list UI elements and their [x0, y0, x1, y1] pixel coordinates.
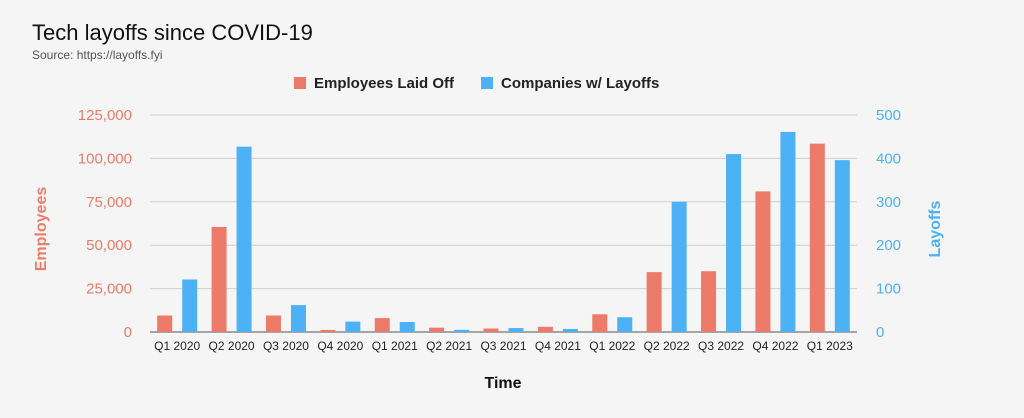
bar-companies-with-layoffs[interactable] [834, 160, 850, 332]
legend-swatch-companies [481, 77, 493, 89]
bar-employees-laid-off[interactable] [374, 318, 390, 332]
bar-employees-laid-off[interactable] [157, 315, 173, 332]
bar-companies-with-layoffs[interactable] [454, 329, 470, 332]
y-right-tick-label: 0 [876, 324, 884, 341]
y-right-tick-label: 200 [876, 237, 901, 254]
y-left-tick-label: 50,000 [86, 237, 132, 254]
bar-employees-laid-off[interactable] [265, 315, 281, 332]
bar-employees-laid-off[interactable] [646, 272, 662, 332]
legend-swatch-employees [294, 77, 306, 89]
x-axis-title: Time [484, 375, 521, 392]
bar-employees-laid-off[interactable] [592, 314, 608, 332]
x-tick-label: Q4 2021 [535, 339, 581, 353]
y-right-tick-label: 100 [876, 281, 901, 298]
bar-companies-with-layoffs[interactable] [508, 328, 524, 332]
legend-label-employees: Employees Laid Off [314, 75, 455, 92]
x-axis-ticks: Q1 2020 Q2 2020 Q3 2020 Q4 2020 Q1 2021 Q2 20… [154, 339, 853, 353]
legend: Employees Laid Off Companies w/ Layoffs [294, 75, 659, 92]
bar-companies-with-layoffs[interactable] [290, 305, 306, 332]
y-right-tick-label: 300 [876, 194, 901, 211]
bar-companies-with-layoffs[interactable] [726, 154, 742, 332]
x-tick-label: Q1 2021 [372, 339, 418, 353]
x-tick-label: Q1 2023 [807, 339, 853, 353]
y-left-tick-label: 125,000 [78, 107, 132, 124]
bar-companies-with-layoffs[interactable] [562, 328, 578, 332]
x-tick-label: Q4 2022 [752, 339, 798, 353]
bar-companies-with-layoffs[interactable] [671, 201, 687, 332]
chart-title: Tech layoffs since COVID-19 [32, 20, 313, 45]
x-tick-label: Q2 2022 [644, 339, 690, 353]
gridlines [150, 114, 857, 333]
bars [157, 131, 850, 332]
y-right-tick-label: 500 [876, 107, 901, 124]
y-left-tick-label: 75,000 [86, 194, 132, 211]
bar-companies-with-layoffs[interactable] [345, 321, 361, 332]
bar-companies-with-layoffs[interactable] [399, 322, 415, 332]
y-left-tick-label: 25,000 [86, 281, 132, 298]
bar-employees-laid-off[interactable] [483, 328, 499, 332]
bar-companies-with-layoffs[interactable] [780, 131, 796, 332]
bar-employees-laid-off[interactable] [809, 143, 825, 332]
bar-employees-laid-off[interactable] [755, 191, 771, 332]
x-tick-label: Q1 2020 [154, 339, 200, 353]
x-tick-label: Q3 2022 [698, 339, 744, 353]
right-axis-ticks: 0 100 200 300 400 500 [876, 107, 901, 341]
x-tick-label: Q3 2020 [263, 339, 309, 353]
bar-companies-with-layoffs[interactable] [182, 279, 198, 332]
y-axis-left-title: Employees [33, 187, 50, 272]
bar-employees-laid-off[interactable] [701, 271, 717, 332]
x-tick-label: Q2 2020 [209, 339, 255, 353]
bar-companies-with-layoffs[interactable] [617, 317, 633, 332]
bar-employees-laid-off[interactable] [537, 326, 553, 332]
y-left-tick-label: 0 [124, 324, 132, 341]
legend-label-companies: Companies w/ Layoffs [501, 75, 659, 92]
x-tick-label: Q1 2022 [589, 339, 635, 353]
x-tick-label: Q3 2021 [480, 339, 526, 353]
bar-employees-laid-off[interactable] [429, 327, 445, 332]
y-right-tick-label: 400 [876, 150, 901, 167]
y-left-tick-label: 100,000 [78, 150, 132, 167]
y-axis-right-title: Layoffs [927, 200, 944, 257]
left-axis-ticks: 0 25,000 50,000 75,000 100,000 125,000 [78, 107, 132, 341]
bar-companies-with-layoffs[interactable] [236, 146, 252, 332]
chart-subtitle: Source: https://layoffs.fyi [32, 48, 163, 62]
x-tick-label: Q4 2020 [317, 339, 363, 353]
bar-employees-laid-off[interactable] [320, 329, 336, 332]
x-tick-label: Q2 2021 [426, 339, 472, 353]
bar-employees-laid-off[interactable] [211, 226, 227, 332]
